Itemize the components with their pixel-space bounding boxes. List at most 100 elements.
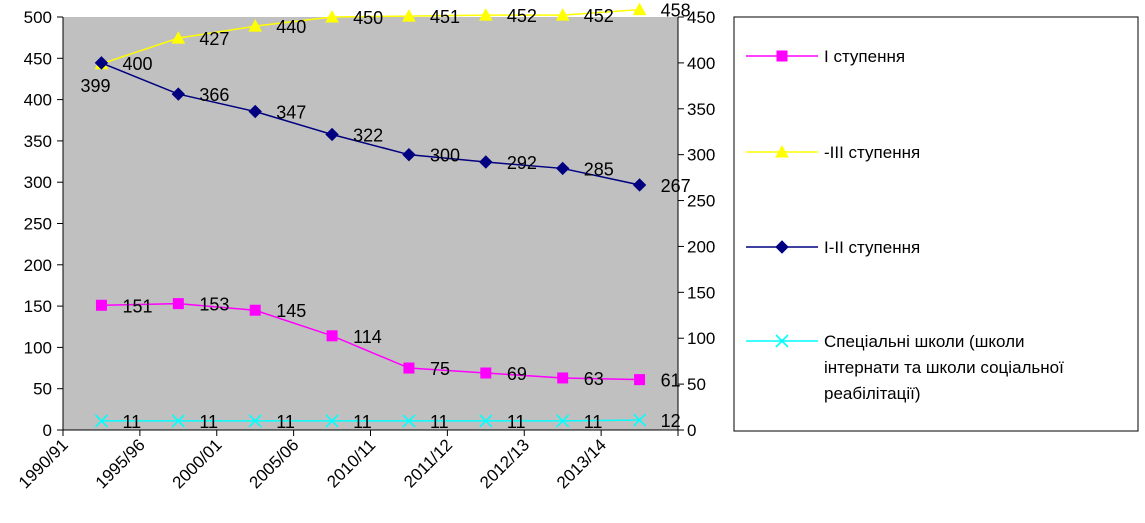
y-left-tick-label: 500 (24, 8, 52, 27)
x-tick-label: 2012/13 (476, 435, 533, 492)
legend-entry: I-II ступення (746, 238, 920, 257)
data-point (775, 144, 789, 158)
series-3 (94, 56, 647, 192)
data-label: 427 (199, 29, 229, 49)
y-left-tick-label: 150 (24, 297, 52, 316)
data-point (171, 414, 185, 428)
data-point (555, 8, 570, 21)
data-point (632, 178, 647, 192)
y-left-tick-label: 300 (24, 173, 52, 192)
data-point (248, 19, 263, 32)
y-left-tick-label: 450 (24, 49, 52, 68)
data-point (171, 31, 186, 44)
y-left-tick-label: 250 (24, 215, 52, 234)
y-left-tick-label: 350 (24, 132, 52, 151)
data-label: 440 (276, 17, 306, 37)
data-label: 11 (353, 412, 372, 432)
data-point (326, 330, 338, 342)
y-right-tick-label: 100 (687, 329, 715, 348)
data-label: 347 (276, 103, 306, 123)
data-label: 153 (199, 295, 229, 315)
data-point (478, 8, 493, 21)
data-point-stroke (171, 414, 185, 428)
y-right-tick-label: 400 (687, 54, 715, 73)
data-point (171, 87, 186, 101)
data-point (94, 56, 109, 70)
data-label: 458 (661, 1, 691, 21)
x-tick-label: 1995/96 (92, 435, 149, 492)
data-point (480, 367, 492, 379)
data-label: 63 (584, 369, 604, 389)
series-1 (95, 298, 646, 386)
legend-label: I ступення (824, 47, 905, 66)
data-label: 151 (122, 296, 152, 316)
y-left-tick-label: 400 (24, 91, 52, 110)
data-label: 267 (661, 176, 691, 196)
data-point (556, 414, 570, 428)
y-left-tick-label: 0 (43, 421, 52, 440)
data-point (249, 304, 261, 316)
data-point-stroke (479, 414, 493, 428)
x-tick-label: 1990/91 (15, 435, 72, 492)
data-label: 400 (122, 54, 152, 74)
data-point-stroke (632, 413, 647, 427)
legend-entry: -III ступення (746, 143, 920, 162)
data-label: 75 (430, 359, 450, 379)
data-point (634, 374, 646, 386)
y-right-tick-label: 450 (687, 8, 715, 27)
data-label: 366 (199, 85, 229, 105)
legend-label: -III ступення (824, 143, 920, 162)
plot-area (63, 17, 678, 430)
data-point (172, 298, 184, 310)
y-right-tick-label: 250 (687, 192, 715, 211)
data-label: 450 (353, 8, 383, 28)
legend-label: I-II ступення (824, 238, 920, 257)
series-line (101, 8, 640, 65)
y-right-tick-label: 300 (687, 146, 715, 165)
data-point (402, 414, 416, 428)
series-layer (94, 2, 647, 428)
data-point-stroke (248, 414, 262, 428)
y-right-tick-label: 200 (687, 237, 715, 256)
y-right-tick-label: 50 (687, 375, 706, 394)
data-point (325, 127, 339, 142)
data-label: 11 (584, 412, 603, 432)
data-point-stroke (94, 414, 109, 428)
data-point-stroke (325, 414, 339, 428)
data-point (632, 413, 647, 427)
y-left-tick-label: 50 (33, 380, 52, 399)
data-label: 12 (661, 411, 681, 431)
y-right-tick-label: 0 (687, 421, 696, 440)
data-label: 69 (507, 364, 527, 384)
data-point (479, 155, 493, 169)
data-labels: 151 153 145 114 75 69 63 61 399 427 440 450 451 452 45… (80, 1, 690, 432)
legend-label: Спеціальні школи (школи (824, 332, 1024, 351)
x-tick-label: 2005/06 (246, 435, 303, 492)
legend: I ступення -III ступення I-II ступення Спец… (733, 16, 1139, 432)
data-point (325, 9, 339, 23)
data-point-stroke (775, 334, 789, 348)
data-label: 11 (199, 412, 218, 432)
data-label: 322 (353, 125, 383, 145)
data-point (94, 414, 109, 428)
data-point (403, 362, 415, 374)
data-label: 292 (507, 153, 537, 173)
data-point-stroke (402, 414, 416, 428)
data-label: 451 (430, 7, 460, 27)
data-label: 300 (430, 146, 460, 166)
data-point (557, 372, 569, 384)
data-point (555, 161, 570, 176)
data-label: 61 (661, 371, 681, 391)
data-label: 11 (430, 412, 449, 432)
data-point (775, 240, 789, 254)
data-point (776, 50, 788, 62)
legend-label: реабілітації) (824, 384, 921, 403)
legend-box (733, 16, 1139, 432)
y-left-tick-label: 100 (24, 338, 52, 357)
data-point (632, 2, 647, 16)
series-line (101, 419, 640, 422)
data-point (775, 334, 789, 348)
data-point (402, 147, 416, 162)
legend-entry: Спеціальні школи (школи інтернати та школ… (746, 332, 1064, 403)
